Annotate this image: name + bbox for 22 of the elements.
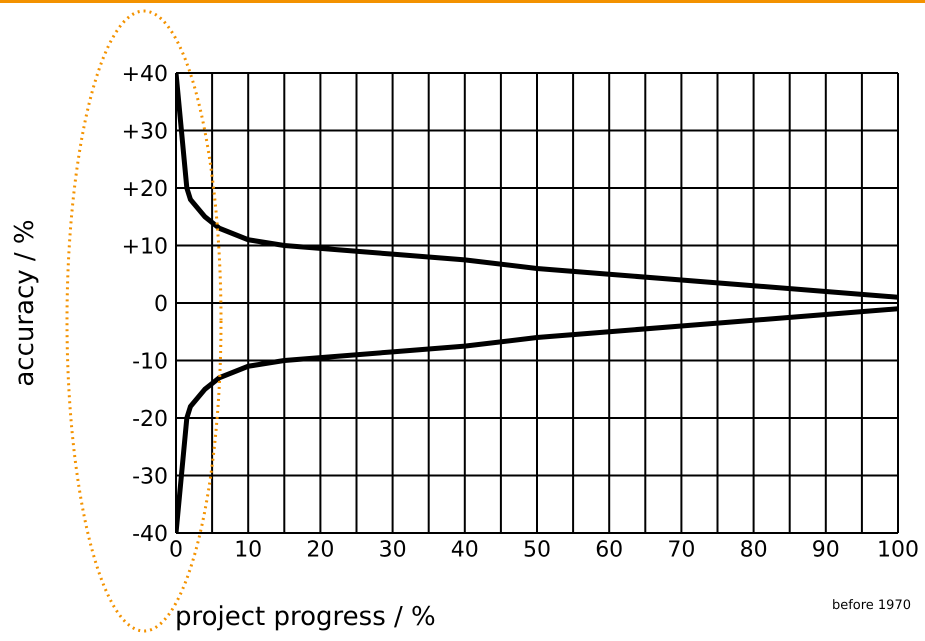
x-tick-label: 60 <box>595 538 624 563</box>
x-tick-label: 80 <box>740 538 768 563</box>
y-tick-label: -40 <box>132 522 168 547</box>
x-tick-label: 30 <box>378 538 407 563</box>
y-tick-label: -20 <box>132 406 168 432</box>
y-tick-label: 0 <box>154 292 168 317</box>
x-tick-label: 50 <box>523 538 551 563</box>
x-axis-title: project progress / % <box>175 602 436 632</box>
y-tick-label: -10 <box>132 349 168 374</box>
y-tick-label: +20 <box>122 176 168 202</box>
x-tick-label: 70 <box>667 538 696 563</box>
text: before 1970 <box>832 598 911 613</box>
x-tick-label: 40 <box>450 538 479 563</box>
x-tick-label: 20 <box>306 538 334 563</box>
y-tick-label: +10 <box>122 234 168 260</box>
y-tick-label: +30 <box>122 119 168 144</box>
y-tick-label: +40 <box>122 62 168 87</box>
x-tick-label: 90 <box>812 538 840 563</box>
x-tick-label: 10 <box>234 538 262 563</box>
y-tick-label: -30 <box>132 464 168 490</box>
x-tick-label: 100 <box>877 538 919 563</box>
y-axis-title: accuracy / % <box>10 219 40 387</box>
